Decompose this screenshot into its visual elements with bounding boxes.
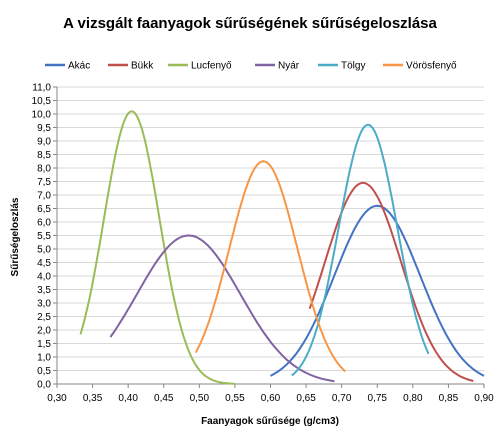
y-tick-label: 0,0	[37, 380, 51, 391]
legend: Akác Bükk Lucfenyő Nyár Tölgy Vörösfenyő	[45, 61, 457, 72]
y-tick-label: 0,5	[37, 366, 51, 377]
y-tick-labels: 0,0 0,5 1,0 1,5 2,0 2,5 3,0 3,5 4,0 4,5 5,0 5,5 6,0 6…	[32, 83, 52, 391]
series-line-Lucfenyő	[79, 110, 235, 385]
x-tick-label: 0,45	[154, 393, 174, 404]
legend-entry: Akác	[68, 61, 90, 72]
x-tick-label: 0,35	[83, 393, 103, 404]
x-tick-label: 0,75	[368, 393, 388, 404]
y-tick-label: 8,5	[37, 150, 51, 161]
chart-title: A vizsgált faanyagok sűrűségének sűrűség…	[63, 15, 437, 32]
y-tick-label: 10,5	[32, 96, 52, 107]
x-tick-label: 0,50	[190, 393, 210, 404]
gridlines	[53, 86, 485, 388]
y-tick-label: 7,5	[37, 177, 51, 188]
y-tick-label: 6,5	[37, 204, 51, 215]
x-tick-label: 0,60	[261, 393, 281, 404]
legend-entry: Vörösfenyő	[406, 61, 457, 72]
y-tick-label: 5,5	[37, 231, 51, 242]
y-tick-label: 2,5	[37, 312, 51, 323]
series-line-Akác	[270, 204, 485, 377]
legend-entry: Nyár	[278, 61, 300, 72]
series-line-Vörösfenyő	[194, 160, 346, 373]
x-tick-label: 0,70	[332, 393, 352, 404]
y-tick-label: 10,0	[32, 110, 52, 121]
series-lines	[79, 110, 485, 385]
y-tick-label: 11,0	[32, 83, 51, 94]
x-tick-labels: 0,30 0,35 0,40 0,45 0,50 0,55 0,60 0,65 0,70 0,75…	[47, 393, 494, 404]
y-tick-label: 9,5	[37, 123, 51, 134]
y-tick-label: 2,0	[37, 326, 51, 337]
y-tick-label: 5,0	[37, 245, 51, 256]
x-axis-label: Faanyagok sűrűsége (g/cm3)	[201, 416, 339, 427]
y-tick-label: 3,5	[37, 285, 51, 296]
y-tick-label: 1,5	[37, 339, 51, 350]
y-tick-label: 7,0	[37, 191, 51, 202]
y-tick-label: 1,0	[37, 353, 51, 364]
x-tick-label: 0,30	[47, 393, 67, 404]
y-axis-label: Sűrűségeloszlás	[10, 197, 21, 276]
series-line-Tölgy	[291, 123, 430, 377]
y-tick-label: 3,0	[37, 299, 51, 310]
series-line-Bükk	[308, 181, 474, 382]
x-tick-label: 0,65	[296, 393, 316, 404]
x-tick-label: 0,80	[403, 393, 423, 404]
legend-entry: Lucfenyő	[191, 61, 232, 72]
x-tick-label: 0,85	[439, 393, 459, 404]
y-tick-label: 4,5	[37, 258, 51, 269]
x-tick-label: 0,90	[474, 393, 494, 404]
y-tick-label: 9,0	[37, 137, 51, 148]
legend-entry: Tölgy	[341, 61, 365, 72]
axes	[56, 87, 484, 385]
x-tick-label: 0,40	[118, 393, 138, 404]
y-tick-label: 8,0	[37, 164, 51, 175]
series-line-Nyár	[109, 234, 335, 383]
x-tick-label: 0,55	[225, 393, 245, 404]
legend-entry: Bükk	[131, 61, 154, 72]
y-tick-label: 6,0	[37, 218, 51, 229]
y-tick-label: 4,0	[37, 272, 51, 283]
